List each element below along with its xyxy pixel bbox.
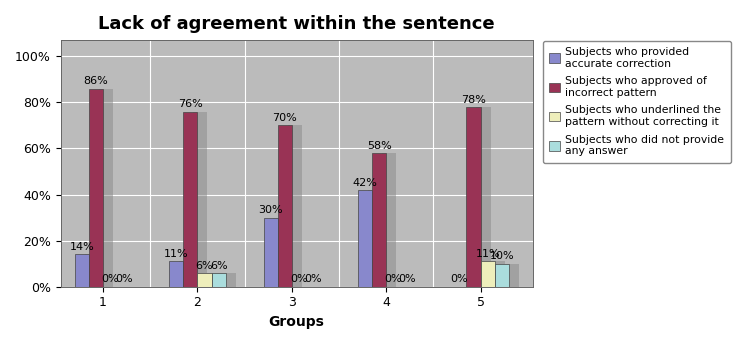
Text: 14%: 14% (69, 242, 94, 252)
Bar (480, 261, 495, 287)
Text: 0%: 0% (450, 275, 468, 284)
Legend: Subjects who provided
accurate correction, Subjects who approved of
incorrect pa: Subjects who provided accurate correctio… (542, 41, 731, 163)
Text: 0%: 0% (102, 275, 119, 284)
Bar (169, 261, 183, 287)
Text: 0%: 0% (290, 275, 308, 284)
Bar (358, 190, 372, 287)
Bar (84, 255, 99, 287)
Text: 86%: 86% (84, 76, 108, 86)
Bar (193, 111, 208, 287)
Bar (183, 111, 197, 287)
Bar (278, 125, 292, 287)
Bar (505, 264, 519, 287)
Text: 30%: 30% (258, 205, 283, 215)
Text: 42%: 42% (353, 178, 377, 187)
Text: 0%: 0% (385, 275, 402, 284)
Text: 11%: 11% (164, 249, 188, 259)
Bar (495, 264, 509, 287)
Text: 76%: 76% (178, 99, 202, 109)
Text: 58%: 58% (367, 141, 391, 151)
Bar (89, 88, 103, 287)
Bar (211, 273, 226, 287)
Text: 6%: 6% (210, 261, 228, 271)
Text: 0%: 0% (399, 275, 416, 284)
Text: 78%: 78% (461, 95, 486, 105)
Bar (288, 125, 302, 287)
Text: 11%: 11% (475, 249, 500, 259)
Text: 10%: 10% (489, 251, 514, 261)
Bar (466, 107, 480, 287)
Bar (99, 88, 113, 287)
Bar (368, 190, 382, 287)
Title: Lack of agreement within the sentence: Lack of agreement within the sentence (99, 15, 495, 33)
Bar (75, 255, 89, 287)
Bar (264, 217, 278, 287)
Text: 70%: 70% (273, 113, 297, 123)
Bar (372, 153, 386, 287)
Bar (382, 153, 396, 287)
X-axis label: Groups: Groups (269, 315, 324, 329)
Bar (491, 261, 505, 287)
Bar (208, 273, 222, 287)
Bar (197, 273, 211, 287)
Bar (273, 217, 288, 287)
Bar (222, 273, 236, 287)
Text: 0%: 0% (116, 275, 133, 284)
Bar (179, 261, 193, 287)
Bar (477, 107, 491, 287)
Text: 6%: 6% (196, 261, 214, 271)
Text: 0%: 0% (304, 275, 322, 284)
